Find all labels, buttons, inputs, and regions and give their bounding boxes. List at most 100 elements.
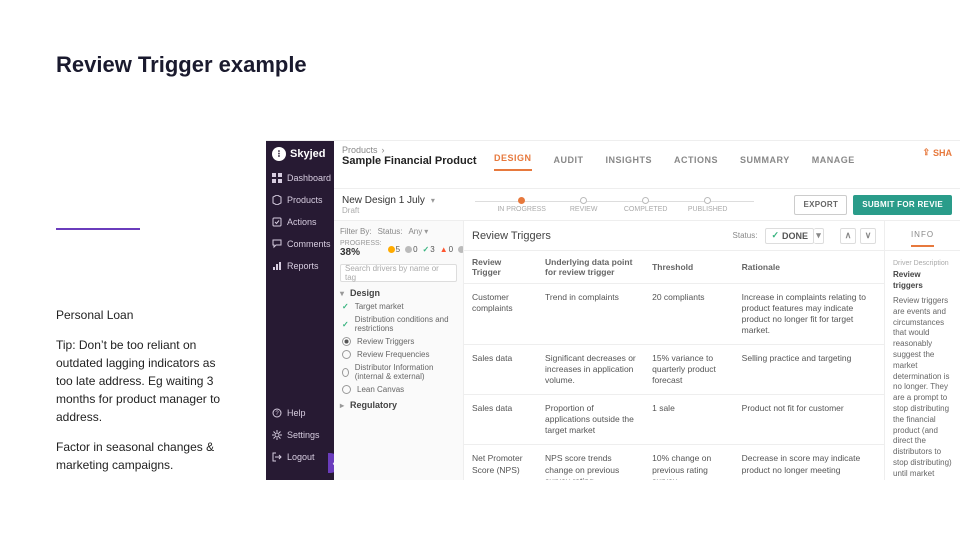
table-header: Threshold — [644, 251, 734, 284]
tree-item-review-frequencies[interactable]: Review Frequencies — [340, 348, 457, 361]
table-header: Underlying data point for review trigger — [537, 251, 644, 284]
sidebar: ⁝ Skyjed Dashboard Products Actions Comm… — [266, 141, 334, 480]
table-cell: 10% change on previous rating survey. — [644, 445, 734, 480]
workflow-step-completed[interactable]: COMPLETED — [616, 197, 676, 213]
comments-icon — [272, 239, 282, 249]
table-header: Review Trigger — [464, 251, 537, 284]
warning-icon: ▲ — [440, 245, 448, 254]
slide-heading: Personal Loan — [56, 306, 234, 324]
tab-actions[interactable]: ACTIONS — [674, 155, 718, 171]
chevron-down-icon: ▾ — [814, 228, 824, 244]
table-cell: Significant decreases or increases in ap… — [537, 345, 644, 395]
content-pane: Review Triggers Status: ✓ DONE ▾ ∧ ∨ Rev… — [464, 221, 884, 480]
sidebar-item-products[interactable]: Products — [266, 189, 334, 211]
tree-section-design[interactable]: Design — [340, 288, 457, 298]
sidebar-item-dashboard[interactable]: Dashboard — [266, 167, 334, 189]
sidebar-item-help[interactable]: ? Help — [266, 402, 334, 424]
tree-item-distributor-information[interactable]: Distributor Information (internal & exte… — [340, 361, 457, 383]
sidebar-item-label: Logout — [287, 452, 315, 462]
prev-button[interactable]: ∧ — [840, 228, 856, 244]
tab-insights[interactable]: INSIGHTS — [606, 155, 653, 171]
workflow-step-published[interactable]: PUBLISHED — [678, 197, 738, 213]
next-button[interactable]: ∨ — [860, 228, 876, 244]
design-selector[interactable]: New Design 1 July Draft — [342, 195, 435, 215]
brand-logo-icon: ⁝ — [272, 147, 286, 161]
sidebar-item-reports[interactable]: Reports — [266, 255, 334, 277]
tab-manage[interactable]: MANAGE — [812, 155, 855, 171]
drivers-pane: Filter By: Status: Any PROGRESS: 38% 5 0… — [334, 221, 464, 480]
submit-for-review-button[interactable]: SUBMIT FOR REVIE — [853, 195, 952, 215]
info-paragraph: Review triggers are events and circumsta… — [893, 296, 952, 480]
tree-section-regulatory[interactable]: Regulatory — [340, 400, 457, 410]
sidebar-item-comments[interactable]: Comments — [266, 233, 334, 255]
table-row[interactable]: Net Promoter Score (NPS) NPS score trend… — [464, 445, 884, 480]
status-count: 0 — [413, 245, 417, 254]
tab-bar: DESIGN AUDIT INSIGHTS ACTIONS SUMMARY MA… — [494, 153, 855, 171]
sidebar-item-label: Dashboard — [287, 173, 331, 183]
table-cell: Customer complaints — [464, 284, 537, 345]
status-icon-counts: 5 0 ✓3 ▲0 0 — [388, 245, 464, 254]
status-dot-icon — [405, 246, 412, 253]
tab-summary[interactable]: SUMMARY — [740, 155, 790, 171]
tree-item-lean-canvas[interactable]: Lean Canvas — [340, 383, 457, 396]
chevron-right-icon: › — [382, 145, 385, 155]
sidebar-item-label: Settings — [287, 430, 320, 440]
check-icon: ✓ — [423, 245, 430, 254]
table-cell: Net Promoter Score (NPS) — [464, 445, 537, 480]
settings-icon — [272, 430, 282, 440]
filter-status-dropdown[interactable]: Any — [408, 227, 428, 236]
tab-audit[interactable]: AUDIT — [554, 155, 584, 171]
status-dot-icon — [388, 246, 395, 253]
tree-item-review-triggers[interactable]: Review Triggers — [340, 335, 457, 348]
workflow-step-label: COMPLETED — [624, 206, 668, 213]
sidebar-item-label: Comments — [287, 239, 331, 249]
workflow-step-review[interactable]: REVIEW — [554, 197, 614, 213]
content-status-label: Status: — [733, 231, 758, 240]
help-icon: ? — [272, 408, 282, 418]
workflow-stepper: IN PROGRESS REVIEW COMPLETED PUBLISHED — [435, 197, 795, 213]
workflow-step-inprogress[interactable]: IN PROGRESS — [492, 197, 552, 213]
share-icon: ⇪ — [922, 147, 930, 158]
content-status-value: DONE — [782, 231, 808, 241]
info-pane: INFO Driver Description Review triggers … — [884, 221, 960, 480]
dashboard-icon — [272, 173, 282, 183]
filter-status-label: Status: — [378, 227, 403, 236]
design-name: New Design 1 July — [342, 195, 435, 206]
filter-label: Filter By: — [340, 227, 372, 236]
status-count: 0 — [449, 245, 453, 254]
sidebar-item-actions[interactable]: Actions — [266, 211, 334, 233]
export-button[interactable]: EXPORT — [794, 195, 847, 215]
brand[interactable]: ⁝ Skyjed — [266, 141, 334, 167]
table-cell: 1 sale — [644, 395, 734, 445]
tab-design[interactable]: DESIGN — [494, 153, 532, 171]
workflow-step-label: IN PROGRESS — [497, 206, 546, 213]
table-header: Rationale — [734, 251, 884, 284]
table-row[interactable]: Sales data Significant decreases or incr… — [464, 345, 884, 395]
tree-item-distribution-conditions[interactable]: Distribution conditions and restrictions — [340, 313, 457, 335]
slide-text-block: Personal Loan Tip: Don’t be too reliant … — [56, 306, 234, 486]
info-title: Review triggers — [893, 270, 952, 292]
progress-value: 38% — [340, 247, 382, 258]
progress-label: PROGRESS: — [340, 240, 382, 247]
sidebar-item-logout[interactable]: Logout — [266, 446, 334, 468]
logout-icon — [272, 452, 282, 462]
table-cell: Sales data — [464, 345, 537, 395]
content-title: Review Triggers — [472, 230, 551, 242]
status-count: 3 — [430, 245, 434, 254]
topbar: Products› Sample Financial Product DESIG… — [334, 141, 960, 189]
table-cell: Sales data — [464, 395, 537, 445]
sidebar-item-settings[interactable]: Settings — [266, 424, 334, 446]
info-tab-label: INFO — [911, 230, 934, 247]
products-icon — [272, 195, 282, 205]
info-tab[interactable]: INFO — [885, 221, 960, 251]
content-status-dropdown[interactable]: ✓ DONE ▾ — [765, 228, 824, 244]
actions-icon — [272, 217, 282, 227]
search-input[interactable]: Search drivers by name or tag — [340, 264, 457, 282]
share-button[interactable]: ⇪ SHA — [922, 147, 952, 158]
table-row[interactable]: Sales data Proportion of applications ou… — [464, 395, 884, 445]
table-row[interactable]: Customer complaints Trend in complaints … — [464, 284, 884, 345]
table-cell: 15% variance to quarterly product foreca… — [644, 345, 734, 395]
sidebar-item-label: Products — [287, 195, 323, 205]
tree-item-target-market[interactable]: Target market — [340, 300, 457, 313]
table-cell: Trend in complaints — [537, 284, 644, 345]
